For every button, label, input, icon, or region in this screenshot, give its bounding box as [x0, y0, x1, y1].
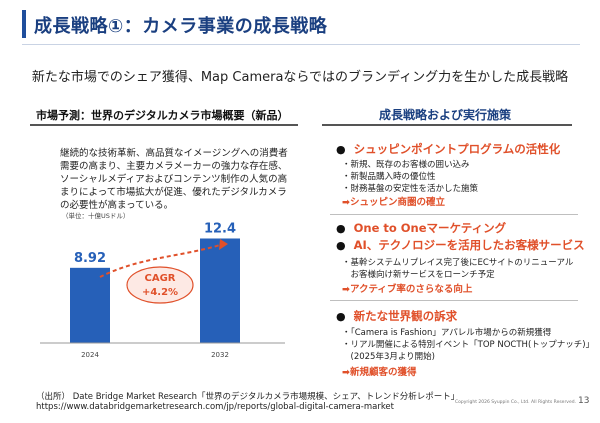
cagr-label: CAGR — [145, 273, 176, 284]
market-forecast-heading: 市場予測：世界のデジタルカメラ市場概要（新品） — [36, 109, 289, 122]
strategy-item: ・リアル開催による特別イベント「TOP NOCTH(トップナッチ)」 — [342, 340, 595, 350]
strategy-item: ・財務基盤の安定性を活かした施策 — [342, 184, 479, 194]
bar-value-label: 8.92 — [74, 251, 106, 266]
strategy-bullet: ● One to Oneマーケティング — [336, 221, 507, 235]
strategy-result: ➡アクティブ率のさらなる向上 — [342, 284, 473, 295]
title-divider — [22, 44, 580, 45]
x-tick-labels: 2024 2032 — [81, 351, 229, 359]
source-note: （出所） Date Bridge Market Research「世界のデジタル… — [36, 392, 460, 402]
strategy-bullet: ● AI、テクノロジーを活用したお客様サービス — [336, 238, 585, 252]
market-description: 継続的な技術革新、高品質なイメージングへの消費者需要の高まり、主要カメラメーカー… — [60, 148, 288, 211]
section-divider — [330, 214, 578, 215]
unit-label: （単位：十億USドル） — [62, 212, 130, 220]
bars-group: 8.92 12.4 — [70, 221, 240, 343]
page-subtitle: 新たな市場でのシェア獲得、Map Cameraならではのブランディング力を生かし… — [31, 70, 569, 85]
strategy-result: ➡シュッピン商圏の確立 — [342, 197, 445, 208]
x-tick-label: 2024 — [81, 351, 99, 359]
strategy-result: ➡新規顧客の獲得 — [342, 367, 417, 378]
strategy-item: (2025年3月より開始) — [342, 352, 436, 362]
strategy-item: ・基幹システムリプレイス完了後にECサイトのリニューアル — [342, 258, 574, 268]
strategy-bullet-text: 新たな世界観の訴求 — [353, 309, 458, 323]
strategy-bullet: ● 新たな世界観の訴求 — [336, 309, 458, 323]
strategy-item: ・新規、既存のお客様の囲い込み — [342, 160, 470, 170]
right-heading-divider — [322, 124, 572, 126]
title-accent-bar — [22, 10, 26, 38]
source-url: https://www.databridgemarketresearch.com… — [36, 402, 394, 412]
strategy-bullet-text: シュッピンポイントプログラムの活性化 — [353, 142, 561, 156]
page-number: 13 — [578, 396, 590, 406]
cagr-badge — [126, 266, 194, 304]
strategy-item: ・新製品購入時の優位性 — [342, 172, 436, 182]
cagr-value: +4.2% — [142, 287, 178, 298]
strategy-bullet: ● シュッピンポイントプログラムの活性化 — [336, 142, 561, 156]
cagr-arrow-line — [99, 244, 221, 278]
x-tick-label: 2032 — [211, 351, 229, 359]
bar-value-label: 12.4 — [204, 221, 236, 236]
market-bar-chart: 8.92 12.4 2024 2032 CAGR +4.2% — [40, 221, 285, 359]
strategy-item: お客様向け新サービスをローンチ予定 — [342, 270, 495, 280]
bar-2032 — [200, 238, 240, 343]
section-divider — [330, 300, 578, 301]
page-title: 成長戦略①：カメラ事業の成長戦略 — [34, 16, 328, 37]
cagr-arrowhead — [219, 239, 228, 250]
strategy-item: ・「Camera is Fashion」アパレル市場からの新規獲得 — [342, 328, 552, 338]
copyright: Copyright 2026 Syuppin Co., Ltd. All Rig… — [455, 400, 577, 405]
strategy-bullet-text: AI、テクノロジーを活用したお客様サービス — [353, 238, 585, 252]
bar-2024 — [70, 267, 110, 343]
left-heading-divider — [30, 124, 298, 126]
strategy-bullet-text: One to Oneマーケティング — [353, 221, 507, 235]
growth-strategy-heading: 成長戦略および実行施策 — [378, 108, 511, 122]
